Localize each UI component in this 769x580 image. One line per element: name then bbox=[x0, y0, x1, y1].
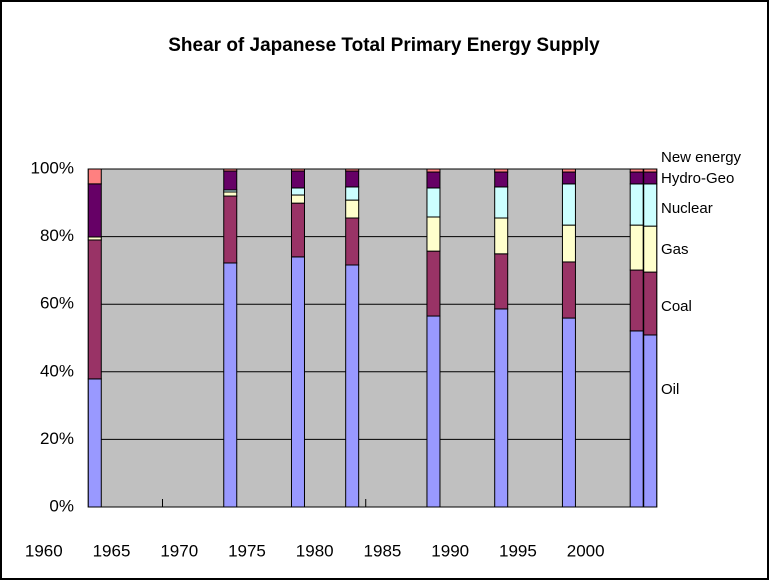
bar-segment bbox=[561, 183, 576, 226]
x-tick-label: 1975 bbox=[228, 541, 266, 560]
bar-segment bbox=[561, 261, 576, 319]
bar-segment bbox=[290, 170, 305, 189]
y-tick-label: 60% bbox=[40, 294, 74, 313]
legend-label: Gas bbox=[661, 241, 689, 258]
bar-segment bbox=[561, 171, 576, 185]
bar-segment bbox=[87, 239, 102, 380]
bar-segment bbox=[426, 171, 441, 189]
legend-label: Nuclear bbox=[661, 200, 713, 217]
bar-segment bbox=[426, 250, 441, 317]
bar-segment bbox=[87, 168, 102, 185]
bar-segment bbox=[426, 315, 441, 508]
bar-segment bbox=[494, 171, 509, 188]
bar-segment bbox=[629, 168, 644, 173]
bar-segment bbox=[629, 171, 644, 185]
bar-segment bbox=[643, 334, 658, 508]
bar-segment bbox=[290, 187, 305, 196]
bar-segment bbox=[345, 168, 360, 172]
x-tick-label: 1995 bbox=[499, 541, 537, 560]
x-tick-label: 1970 bbox=[160, 541, 198, 560]
bar-segment bbox=[345, 264, 360, 508]
x-tick-label: 1960 bbox=[25, 541, 63, 560]
bar-segment bbox=[345, 199, 360, 219]
y-tick-label: 100% bbox=[31, 158, 74, 177]
legend-label: Oil bbox=[661, 381, 679, 398]
bar-segment bbox=[426, 216, 441, 252]
bar-segment bbox=[223, 262, 238, 508]
bar-segment bbox=[223, 191, 238, 197]
bar-segment bbox=[290, 256, 305, 508]
x-tick-label: 1985 bbox=[364, 541, 402, 560]
y-tick-label: 80% bbox=[40, 226, 74, 245]
x-tick-label: 1980 bbox=[296, 541, 334, 560]
bar-segment bbox=[629, 269, 644, 332]
x-tick-label: 1990 bbox=[431, 541, 469, 560]
bar-segment bbox=[290, 168, 305, 172]
x-tick-label: 2000 bbox=[567, 541, 605, 560]
bar-segment bbox=[223, 195, 238, 264]
bar-segment bbox=[561, 168, 576, 173]
y-tick-label: 40% bbox=[40, 361, 74, 380]
legend-label: Hydro-Geo bbox=[661, 170, 734, 187]
bar-segment bbox=[643, 168, 658, 173]
bar-segment bbox=[345, 217, 360, 266]
y-tick-label: 20% bbox=[40, 429, 74, 448]
bar-segment bbox=[643, 271, 658, 336]
bar-segment bbox=[494, 168, 509, 173]
bar-segment bbox=[345, 170, 360, 188]
bar-segment bbox=[426, 168, 441, 173]
bar-segment bbox=[87, 183, 102, 238]
bar-segment bbox=[290, 194, 305, 204]
bar-segment bbox=[629, 224, 644, 271]
bar-segment bbox=[643, 183, 658, 227]
chart-title: Shear of Japanese Total Primary Energy S… bbox=[168, 35, 600, 56]
bar-segment bbox=[629, 330, 644, 508]
bar-segment bbox=[561, 224, 576, 263]
bar-segment bbox=[643, 171, 658, 185]
bar-segment bbox=[494, 217, 509, 255]
bar-segment bbox=[223, 168, 238, 172]
bar-segment bbox=[426, 187, 441, 218]
bar-segment bbox=[345, 186, 360, 201]
bar-segment bbox=[87, 378, 102, 508]
bar-segment bbox=[629, 183, 644, 226]
bar-segment bbox=[494, 308, 509, 508]
legend-label: Coal bbox=[661, 298, 692, 315]
bar-segment bbox=[494, 186, 509, 219]
y-tick-label: 0% bbox=[49, 496, 74, 515]
legend-label: New energy bbox=[661, 149, 742, 166]
bar-segment bbox=[290, 202, 305, 258]
x-tick-label: 1965 bbox=[93, 541, 131, 560]
bar-segment bbox=[561, 317, 576, 508]
bar-segment bbox=[223, 170, 238, 191]
bar-segment bbox=[643, 225, 658, 273]
bar-segment bbox=[494, 253, 509, 310]
